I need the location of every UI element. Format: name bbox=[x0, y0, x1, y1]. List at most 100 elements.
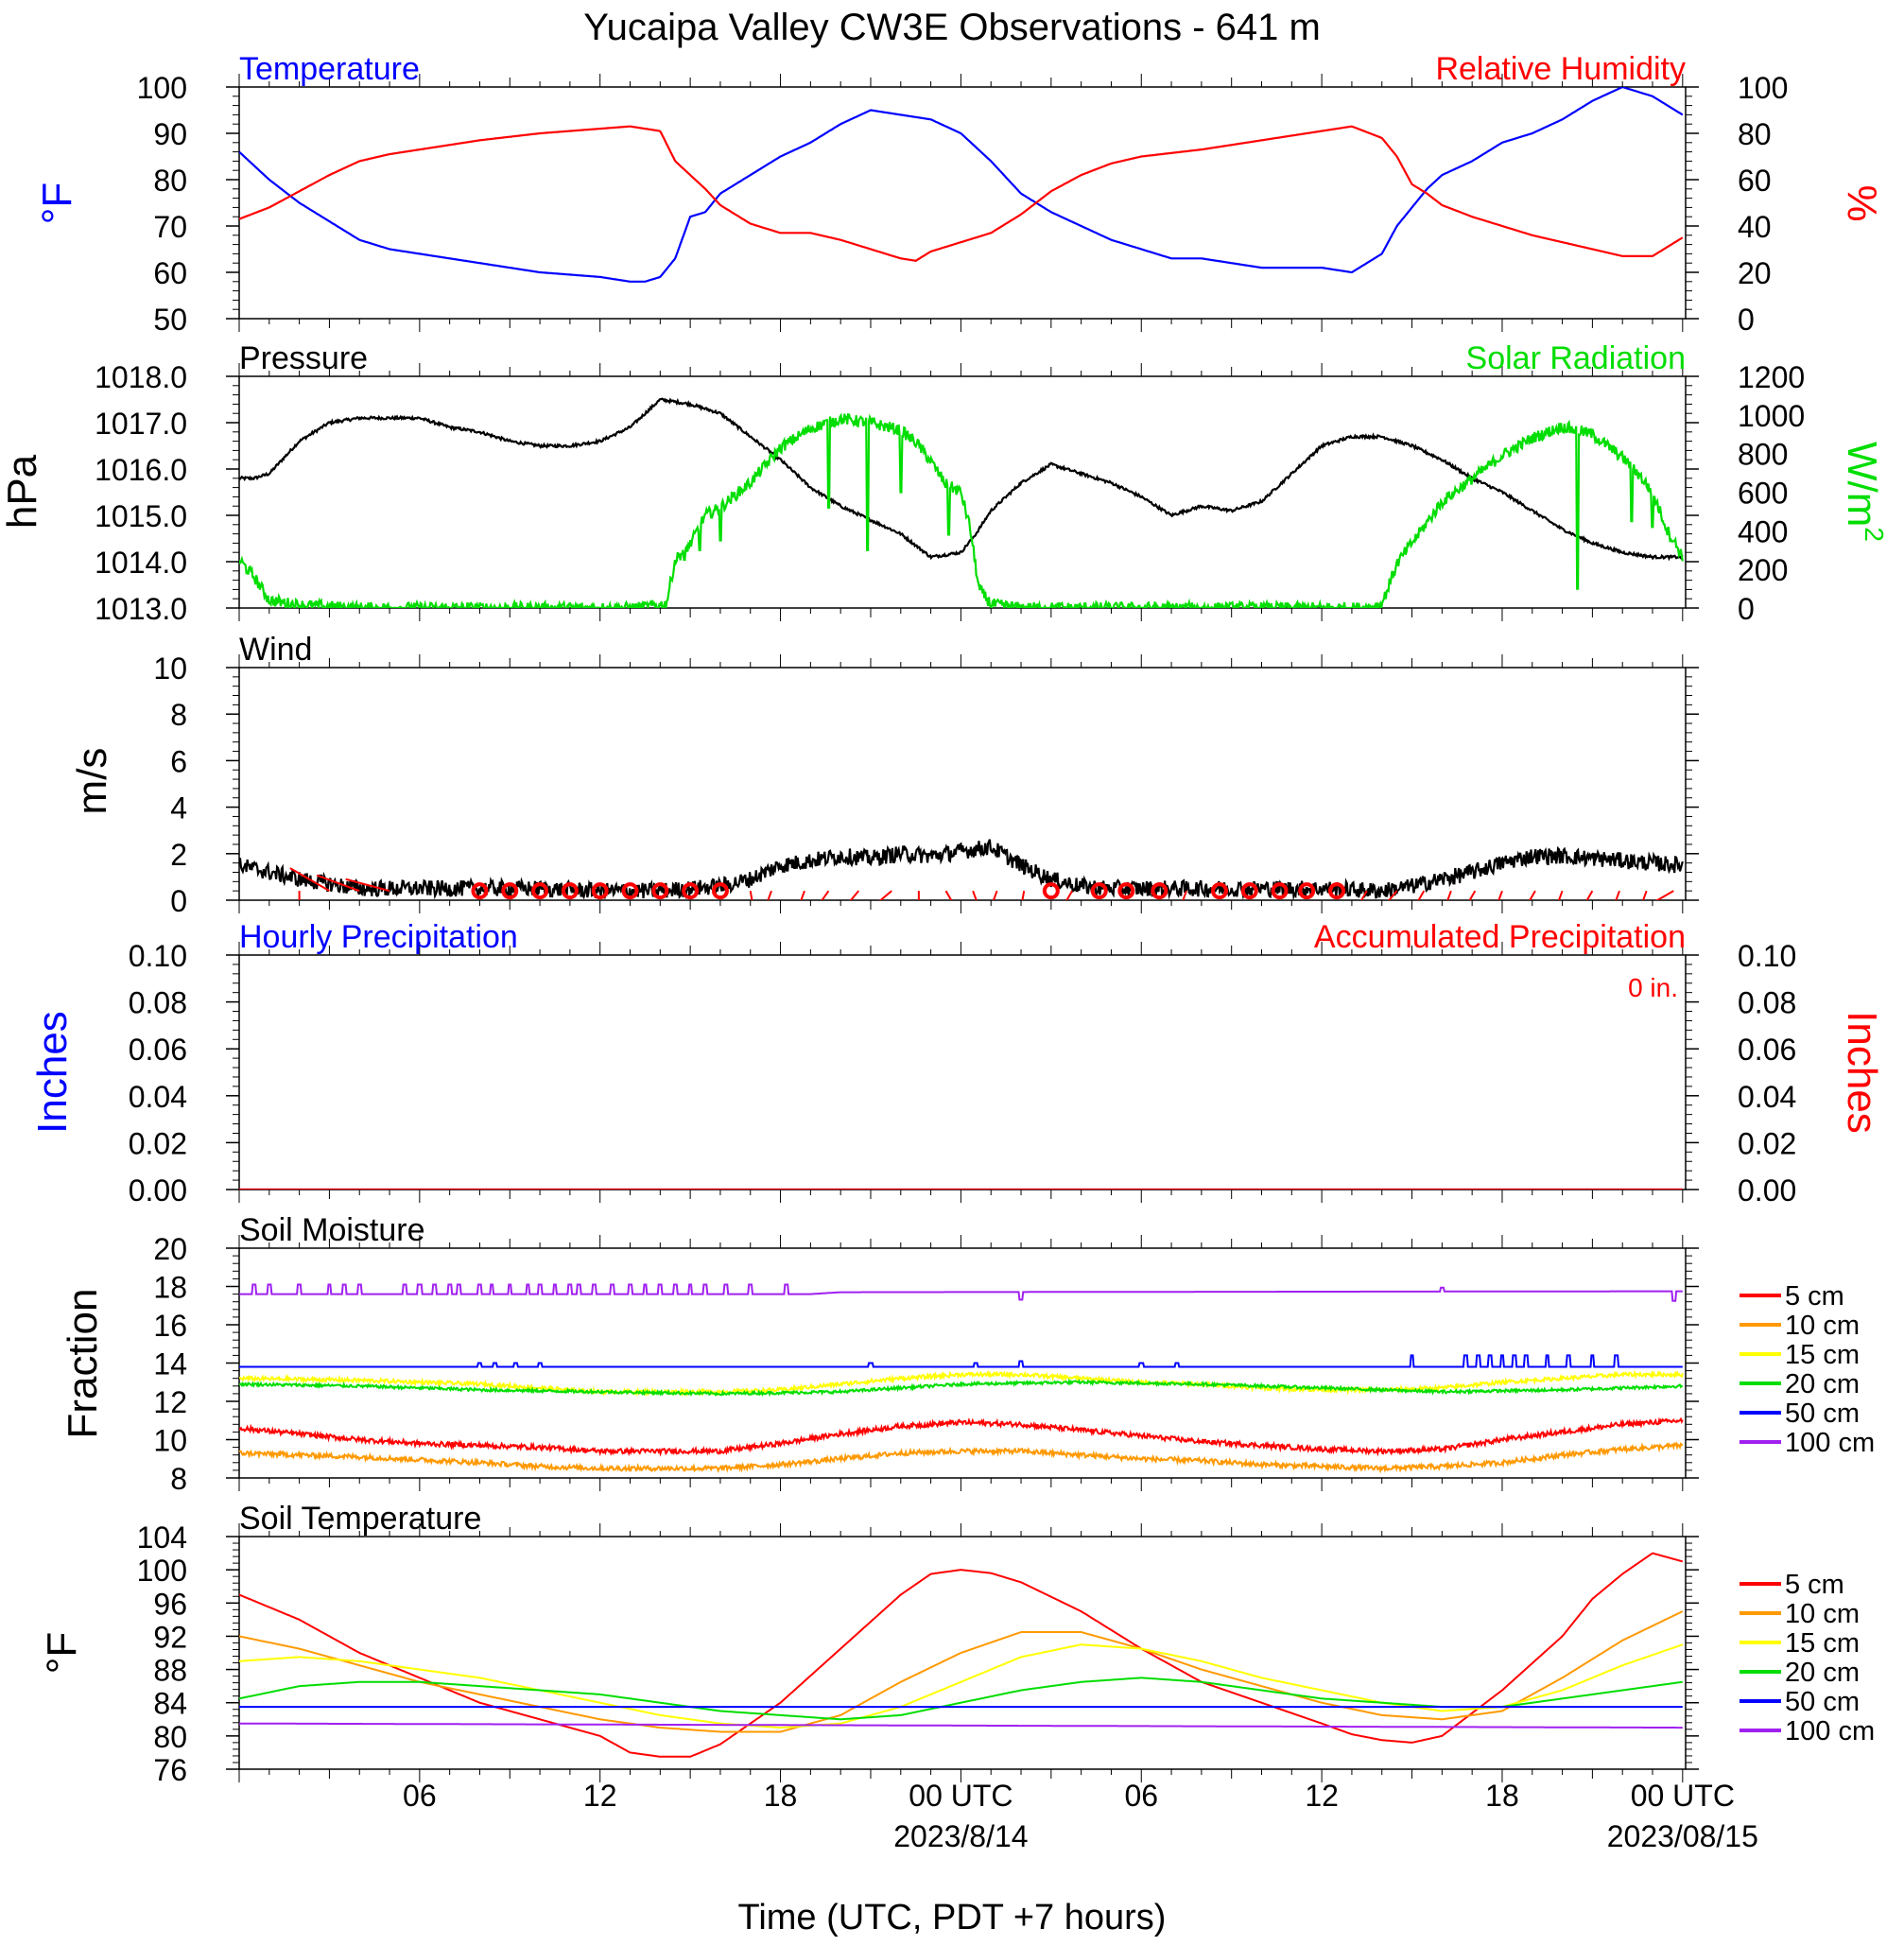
series-line-5-cm bbox=[239, 1552, 1684, 1758]
calm-wind-marker bbox=[1271, 882, 1289, 900]
y-tick-label: 104 bbox=[137, 1520, 187, 1555]
legend-label: 10 cm bbox=[1785, 1599, 1860, 1629]
y-right-tick-label: 600 bbox=[1738, 477, 1788, 511]
wind-barb bbox=[1642, 890, 1648, 900]
legend-label: 5 cm bbox=[1785, 1570, 1844, 1600]
legend-label: 50 cm bbox=[1785, 1399, 1860, 1429]
wind-barb bbox=[1615, 890, 1620, 900]
y-tick-label: 0.06 bbox=[129, 1033, 187, 1067]
y-right-tick-label: 100 bbox=[1738, 71, 1788, 105]
series-line-solar-radiation bbox=[239, 412, 1684, 608]
y-tick-label: 100 bbox=[137, 71, 187, 105]
time-tick-label: 18 bbox=[764, 1779, 798, 1813]
wind-barbs bbox=[289, 867, 1674, 900]
calm-wind-marker bbox=[1117, 882, 1135, 900]
wind-barb bbox=[1497, 890, 1503, 900]
panel-title-left: Hourly Precipitation bbox=[239, 919, 518, 955]
plot-area bbox=[239, 87, 1684, 283]
panel-pressure_solar: 1013.0 1014.0 1015.0 1016.0 1017.0 1018.0 0 200… bbox=[0, 340, 1889, 626]
calm-wind-marker bbox=[501, 882, 519, 900]
wind-barb bbox=[878, 890, 892, 900]
y-tick-label: 80 bbox=[153, 164, 187, 198]
y-tick-label: 100 bbox=[137, 1554, 187, 1588]
plot-frame bbox=[238, 1536, 1687, 1770]
wind-barb bbox=[1021, 890, 1026, 900]
y-tick-label: 6 bbox=[170, 744, 187, 778]
plot-frame bbox=[238, 667, 1687, 901]
series-line-100-cm bbox=[239, 1722, 1683, 1729]
y-tick-label: 88 bbox=[153, 1654, 187, 1688]
calm-wind-marker bbox=[471, 882, 489, 900]
panel-title-right: Accumulated Precipitation bbox=[1314, 919, 1686, 955]
wind-barb bbox=[849, 890, 860, 900]
y-axis-label: m/s bbox=[69, 748, 115, 815]
legend-label: 5 cm bbox=[1785, 1281, 1844, 1312]
y-right-tick-label: 0 bbox=[1738, 303, 1755, 337]
y-right-tick-label: 1200 bbox=[1738, 360, 1805, 394]
y-tick-label: 4 bbox=[170, 791, 187, 825]
y-tick-label: 84 bbox=[153, 1687, 187, 1721]
y-tick-label: 0 bbox=[170, 884, 187, 918]
y-tick-label: 1014.0 bbox=[95, 546, 187, 580]
y-tick-label: 0.04 bbox=[129, 1080, 187, 1114]
y-tick-label: 80 bbox=[153, 1720, 187, 1754]
plot-area bbox=[239, 1552, 1684, 1758]
calm-wind-marker bbox=[1328, 882, 1346, 900]
legend-label: 15 cm bbox=[1785, 1340, 1860, 1370]
y-right-tick-label: 80 bbox=[1738, 117, 1772, 151]
calm-wind-marker bbox=[561, 882, 579, 900]
plot-area bbox=[239, 1283, 1684, 1474]
y-axis-label: Fraction bbox=[60, 1289, 106, 1439]
calm-wind-marker bbox=[591, 882, 609, 900]
y-right-axis-label: % bbox=[1839, 184, 1885, 221]
y-axis-label: °F bbox=[39, 1632, 85, 1674]
panel-title-left: Wind bbox=[239, 632, 312, 668]
panel-temp_rh: 50 60 70 80 90 100 0 20 40 60 80 100 Temperature Rela… bbox=[34, 51, 1885, 337]
series-line-15-cm bbox=[239, 1369, 1684, 1398]
y-right-tick-label: 200 bbox=[1738, 553, 1788, 587]
legend-label: 50 cm bbox=[1785, 1687, 1860, 1717]
wind-barb bbox=[972, 890, 978, 900]
plot-frame bbox=[238, 86, 1687, 320]
time-tick-label: 00 UTC bbox=[1631, 1779, 1735, 1813]
precip-total-annotation: 0 in. bbox=[1628, 973, 1678, 1002]
calm-wind-marker bbox=[621, 882, 639, 900]
y-right-tick-label: 20 bbox=[1738, 256, 1772, 290]
time-tick-label: 00 UTC bbox=[909, 1779, 1013, 1813]
y-tick-label: 92 bbox=[153, 1620, 187, 1654]
calm-wind-marker bbox=[711, 882, 729, 900]
time-tick-label: 06 bbox=[1124, 1779, 1158, 1813]
legend-label: 20 cm bbox=[1785, 1369, 1860, 1399]
y-tick-label: 0.00 bbox=[129, 1173, 187, 1208]
y-tick-label: 20 bbox=[153, 1232, 187, 1266]
y-right-tick-label: 60 bbox=[1738, 164, 1772, 198]
calm-wind-marker bbox=[1090, 882, 1108, 900]
y-tick-label: 12 bbox=[153, 1385, 187, 1419]
y-tick-label: 1016.0 bbox=[95, 453, 187, 487]
y-tick-label: 0.10 bbox=[129, 939, 187, 973]
wind-barb bbox=[1529, 890, 1536, 900]
wind-barb bbox=[1182, 890, 1187, 900]
series-line-50-cm bbox=[239, 1354, 1683, 1368]
y-right-tick-label: 40 bbox=[1738, 210, 1772, 244]
wind-barb bbox=[345, 877, 390, 893]
legend-label: 20 cm bbox=[1785, 1658, 1860, 1688]
plot-frame bbox=[238, 954, 1687, 1190]
date-label: 2023/8/14 bbox=[893, 1819, 1028, 1853]
y-tick-label: 60 bbox=[153, 256, 187, 290]
panel-title-right: Solar Radiation bbox=[1466, 340, 1686, 376]
calm-wind-marker bbox=[531, 882, 549, 900]
y-tick-label: 18 bbox=[153, 1271, 187, 1305]
y-axis-label: °F bbox=[34, 182, 80, 224]
series-line-10-cm bbox=[239, 1441, 1684, 1474]
y-tick-label: 2 bbox=[170, 838, 187, 872]
panel-wind: 0 2 4 6 8 10 Wind m/s bbox=[69, 632, 1699, 918]
y-right-tick-label: 800 bbox=[1738, 438, 1788, 472]
x-axis-label: Time (UTC, PDT +7 hours) bbox=[738, 1898, 1167, 1937]
calm-wind-marker bbox=[1210, 882, 1228, 900]
y-tick-label: 70 bbox=[153, 210, 187, 244]
date-label: 2023/08/15 bbox=[1607, 1819, 1758, 1853]
